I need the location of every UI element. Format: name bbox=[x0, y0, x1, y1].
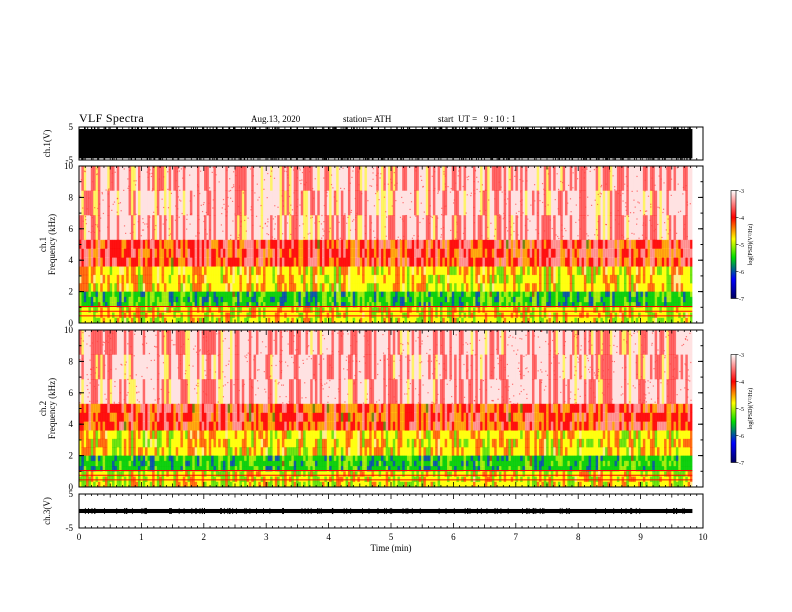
date-label: Aug.13, 2020 bbox=[251, 114, 301, 124]
ylabel: ch.1(V) bbox=[42, 130, 52, 158]
ylabel-line: ch.1 bbox=[38, 237, 48, 252]
colorbar-tick: -6 bbox=[739, 434, 744, 440]
figure-title: VLF Spectra bbox=[79, 111, 144, 125]
station-label: station= ATH bbox=[343, 114, 392, 124]
ytick-label: 4 bbox=[69, 255, 74, 265]
xtick-label: 4 bbox=[326, 532, 331, 542]
waveform-body bbox=[79, 508, 693, 514]
ytick-label: 10 bbox=[64, 161, 74, 171]
ytick-label: 2 bbox=[69, 451, 74, 461]
ytick-label: 6 bbox=[69, 388, 74, 398]
xtick-label: 0 bbox=[77, 532, 82, 542]
ylabel-line: ch.2 bbox=[38, 401, 48, 416]
colorbar-tick: -5 bbox=[739, 243, 744, 249]
ylabel-line: Frequency (kHz) bbox=[47, 214, 57, 275]
colorbar-tick: -7 bbox=[739, 297, 744, 303]
xtick-label: 5 bbox=[389, 532, 394, 542]
spectrogram-1 bbox=[79, 166, 693, 323]
colorbar-tick: -6 bbox=[739, 270, 744, 276]
colorbar-tick: -4 bbox=[739, 380, 744, 386]
ytick-label: 8 bbox=[69, 356, 74, 366]
colorbar-tick: -3 bbox=[739, 353, 744, 359]
waveform-3 bbox=[79, 507, 693, 515]
xtick-label: 2 bbox=[202, 532, 207, 542]
colorbar-label: log(PSD)(V²/Hz) bbox=[747, 388, 754, 429]
ytick-label: 5 bbox=[69, 489, 74, 499]
xtick-label: 1 bbox=[139, 532, 144, 542]
xtick-label: 8 bbox=[576, 532, 581, 542]
ytick-label: 0 bbox=[69, 482, 74, 492]
colorbar-1 bbox=[730, 190, 737, 299]
ytick-label: 10 bbox=[64, 325, 74, 335]
ytick-label: 5 bbox=[69, 122, 74, 132]
colorbar-tick: -5 bbox=[739, 407, 744, 413]
ytick-label: -5 bbox=[66, 155, 74, 165]
ytick-label: 0 bbox=[69, 318, 74, 328]
colorbar-tick: -4 bbox=[739, 216, 744, 222]
colorbar-tick: -3 bbox=[739, 189, 744, 195]
ytick-label: 6 bbox=[69, 224, 74, 234]
xtick-label: 10 bbox=[699, 532, 709, 542]
xtick-label: 6 bbox=[451, 532, 456, 542]
ytick-label: 8 bbox=[69, 192, 74, 202]
colorbar-tick: -7 bbox=[739, 461, 744, 467]
waveform-0 bbox=[79, 127, 693, 160]
ylabel: ch.3(V) bbox=[42, 497, 52, 525]
xtick-label: 9 bbox=[638, 532, 643, 542]
waveform-body bbox=[79, 129, 693, 159]
ytick-label: 2 bbox=[69, 287, 74, 297]
ytick-label: -5 bbox=[66, 523, 74, 533]
start-time-label: start UT = 9 : 10 : 1 bbox=[438, 114, 516, 124]
xtick-label: 3 bbox=[264, 532, 269, 542]
colorbar-label: log(PSD)(V²/Hz) bbox=[747, 224, 754, 265]
spectrogram-2 bbox=[79, 330, 693, 487]
ylabel-line: Frequency (kHz) bbox=[47, 378, 57, 439]
colorbar-2 bbox=[730, 354, 737, 463]
xtick-label: 7 bbox=[514, 532, 519, 542]
ytick-label: 4 bbox=[69, 419, 74, 429]
xaxis-label: Time (min) bbox=[371, 543, 412, 553]
